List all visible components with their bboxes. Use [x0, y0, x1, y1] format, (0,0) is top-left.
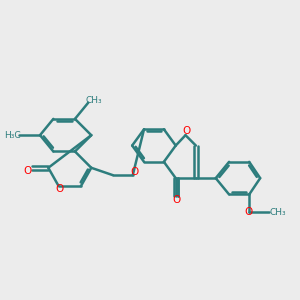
Text: O: O	[244, 207, 253, 217]
Text: CH₃: CH₃	[85, 96, 102, 105]
Text: O: O	[172, 195, 180, 206]
Text: CH₃: CH₃	[269, 208, 286, 217]
Text: O: O	[183, 126, 191, 136]
Text: H₃C: H₃C	[4, 131, 20, 140]
Text: O: O	[23, 166, 32, 176]
Text: O: O	[130, 167, 138, 177]
Text: O: O	[55, 184, 63, 194]
